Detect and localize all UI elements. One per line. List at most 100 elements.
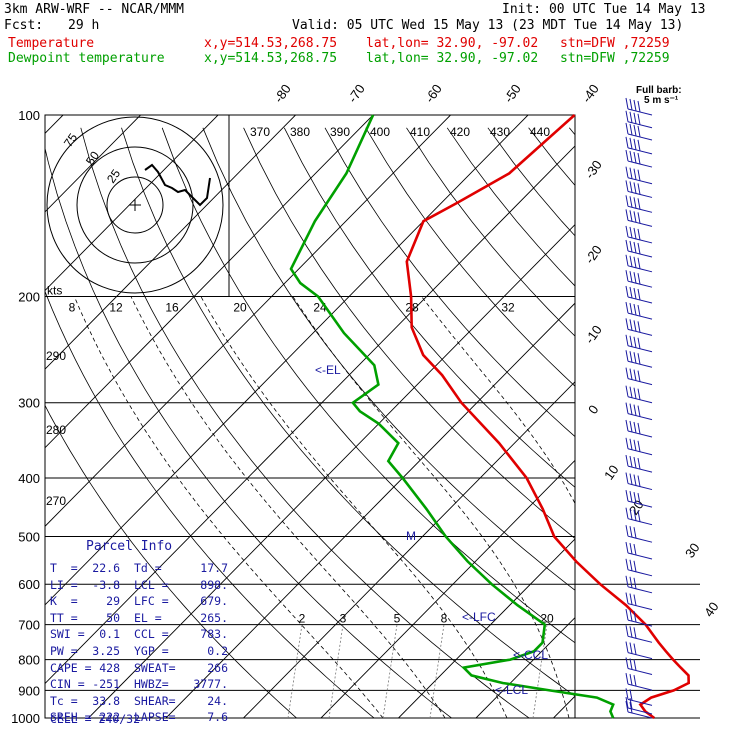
parcel-info-cell: 0.1: [99, 627, 120, 642]
dry-adiabat-line: [732, 128, 740, 731]
temperature-label-30: 30: [682, 540, 703, 560]
wind-barb-stroke: [637, 304, 641, 317]
wind-barb-26: [625, 507, 653, 526]
hodograph-ring-75: [46, 116, 224, 294]
wind-barb-stroke: [637, 405, 641, 417]
parcel-info-cell: 428: [99, 660, 120, 675]
parcel-info-cell: -251: [92, 677, 120, 692]
wind-barb-stroke: [629, 609, 633, 622]
wind-barb-stroke: [633, 99, 637, 112]
dewpoint-xy: x,y=514.53,268.75: [204, 51, 338, 66]
wind-barb-25: [625, 490, 653, 508]
wind-barb-stroke: [637, 493, 641, 505]
wind-barb-38: [625, 696, 653, 715]
hodograph-ring-50: [76, 146, 194, 264]
wind-barb-stroke: [633, 610, 637, 623]
temperature-label-10: 10: [601, 462, 622, 482]
parcel-info-cell: 265.: [200, 610, 228, 625]
dry-adiabat-line: [45, 404, 298, 718]
dry-adiabat-line: [161, 127, 575, 644]
wind-barb-stroke: [625, 180, 629, 192]
wind-barb-stroke: [625, 696, 629, 709]
parcel-info-cell: PW =: [50, 644, 78, 658]
wind-barb-stroke: [629, 137, 633, 149]
wind-barb-37: [625, 688, 653, 706]
pressure-label-900: 900: [18, 683, 40, 698]
isotherm-line: [320, 459, 575, 718]
wind-barb-23: [625, 454, 653, 473]
parcel-info-cell: 222: [99, 710, 120, 725]
wind-barb-stroke: [625, 657, 629, 669]
wind-barb-stroke: [629, 368, 633, 380]
wind-barb-stroke: [633, 138, 637, 150]
parcel-info-cell: SWI =: [50, 627, 85, 642]
wind-barb-22: [625, 437, 653, 456]
wind-barb-20: [625, 402, 653, 421]
dry-adiabat-line: [243, 127, 575, 540]
moist-adiabat-line: [73, 296, 384, 718]
wind-barb-11: [625, 254, 653, 273]
dewpoint-legend: Dewpoint temperature: [8, 51, 165, 66]
wind-barb-stroke: [629, 642, 633, 654]
wind-barb-stroke: [633, 492, 637, 504]
wind-barb-stroke: [633, 303, 637, 316]
wind-barb-14: [625, 301, 653, 320]
wind-barb-stroke: [633, 560, 637, 572]
wind-barb-28: [625, 541, 653, 560]
wind-barb-35: [625, 657, 653, 675]
wind-barb-stroke: [625, 149, 629, 162]
wind-barb-36: [625, 673, 653, 691]
dry-adiabat-line: [406, 127, 575, 337]
mixing-ratio-line-20: [532, 624, 548, 719]
wind-barb-stroke: [625, 419, 629, 432]
wind-barb-stroke: [625, 385, 629, 397]
wind-barb-27: [625, 525, 653, 543]
wind-barb-stroke: [629, 286, 633, 299]
mixing-ratio-line-5: [382, 624, 398, 719]
wind-barb-stroke: [633, 369, 637, 381]
wind-barb-stroke: [629, 98, 633, 111]
hodograph-speed-tick-32: 32: [501, 301, 515, 315]
annotation-4: M: [406, 529, 416, 543]
wind-barb-stroke: [629, 576, 633, 588]
wind-barb-33: [625, 625, 653, 643]
wind-barb-3: [625, 136, 653, 155]
wind-barb-5: [625, 166, 653, 185]
plot-frame: [44, 114, 576, 719]
wind-barb-stroke: [629, 255, 633, 267]
dry-adiabat-line: [365, 127, 575, 387]
temperature-label-0: 0: [585, 402, 601, 417]
parcel-info-cell: Td =: [134, 561, 162, 575]
wind-barb-stroke: [637, 337, 641, 349]
wind-barb-stroke: [629, 335, 633, 347]
wind-barb-stroke: [633, 352, 637, 364]
theta-e-label-280: 280: [46, 423, 66, 437]
parcel-info-cell: 7.6: [207, 710, 228, 725]
temperature-label--50: -50: [501, 81, 524, 105]
wind-barb-stroke: [633, 272, 637, 284]
wind-barb-stroke: [633, 387, 637, 399]
temperature-label--70: -70: [345, 81, 368, 105]
temperature-xy: x,y=514.53,268.75: [204, 36, 338, 51]
pressure-label-700: 700: [18, 618, 40, 633]
dry-adiabat-line: [487, 127, 575, 237]
wind-barb-15: [625, 318, 653, 336]
wind-barb-10: [625, 239, 653, 258]
isotherm-line: [45, 145, 575, 685]
forecast-label: Fcst:: [4, 18, 44, 33]
wind-barb-stroke: [633, 404, 637, 416]
wind-barb-stroke: [629, 658, 633, 670]
parcel-info-cell: 22.6: [92, 561, 120, 575]
wind-barb-stroke: [629, 697, 633, 710]
wind-barb-stroke: [625, 318, 629, 330]
dry-adiabat-line: [446, 127, 575, 287]
wind-barb-stroke: [637, 257, 641, 269]
wind-barb-stroke: [629, 181, 633, 193]
isentrope-label-400: 400: [370, 125, 390, 139]
wind-barb-1: [625, 110, 653, 129]
dry-adiabat-line: [283, 127, 575, 488]
wind-barb-30: [625, 575, 653, 594]
parcel-info-cell: 50: [106, 610, 120, 625]
wind-barb-stroke: [637, 139, 641, 151]
isotherm-line: [45, 115, 219, 292]
